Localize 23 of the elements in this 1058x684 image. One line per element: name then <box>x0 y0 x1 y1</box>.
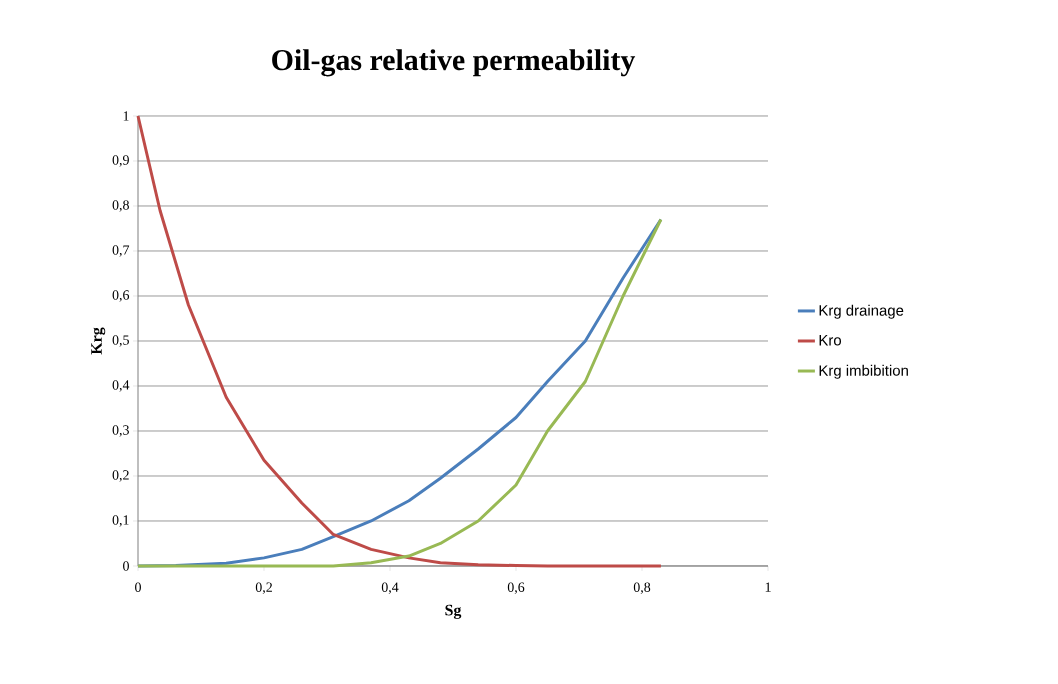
y-axis-title: Krg <box>91 327 106 355</box>
x-tick-label: 0,4 <box>381 582 399 594</box>
y-tick-label: 0,2 <box>112 470 129 482</box>
y-tick-label: 0,4 <box>112 380 130 392</box>
x-tick-label: 0,8 <box>633 582 651 594</box>
y-tick-label: 0,1 <box>112 515 129 527</box>
x-tick-label: 0,2 <box>255 582 272 594</box>
chart-title: Oil-gas relative permeability <box>272 49 636 77</box>
x-tick-label: 0 <box>135 582 141 592</box>
y-tick-label: 0,3 <box>112 425 129 437</box>
y-tick-label: 0,7 <box>112 245 130 257</box>
y-tick-label: 0,6 <box>112 290 130 302</box>
y-tick-label: 0,9 <box>112 155 129 167</box>
y-tick-label: 1 <box>123 111 129 121</box>
legend-label: Krg drainage <box>819 304 904 319</box>
y-tick-label: 0,5 <box>112 335 129 347</box>
x-tick-label: 1 <box>765 582 771 592</box>
x-tick-label: 0,6 <box>507 582 525 594</box>
legend-label: Krg imbibition <box>819 364 908 379</box>
y-tick-label: 0,8 <box>112 200 129 212</box>
y-tick-label: 0 <box>123 561 129 571</box>
legend-label: Kro <box>819 335 842 346</box>
x-axis-title: Sg <box>445 604 462 619</box>
